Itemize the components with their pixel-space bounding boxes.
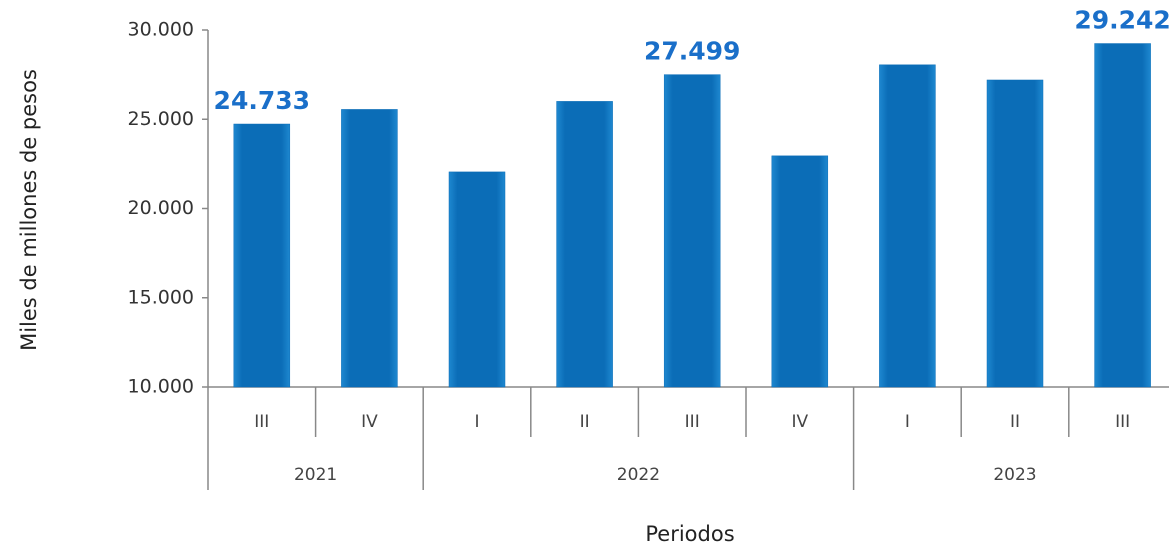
bar (771, 155, 829, 388)
bar (663, 74, 721, 388)
group-label: 2023 (993, 465, 1036, 485)
bar (341, 109, 398, 388)
value-label: 29.242 (1074, 6, 1169, 35)
bar (556, 101, 613, 388)
x-tick-label: III (254, 412, 269, 432)
y-tick-label: 15.000 (128, 286, 194, 308)
x-tick-label: II (1010, 412, 1020, 432)
y-tick-label: 20.000 (128, 197, 194, 219)
x-tick-label: I (905, 412, 910, 432)
value-label: 24.733 (214, 86, 310, 115)
bar (879, 64, 936, 388)
x-axis-title: Periodos (645, 522, 734, 546)
x-tick-label: IV (361, 412, 378, 432)
y-tick-label: 30.000 (128, 19, 194, 41)
bar (986, 79, 1044, 388)
y-axis-title: Miles de millones de pesos (17, 69, 41, 351)
x-tick-label: II (580, 412, 590, 432)
group-label: 2021 (294, 465, 337, 485)
x-tick-label: I (474, 412, 479, 432)
x-tick-label: III (685, 412, 700, 432)
y-tick-label: 10.000 (128, 376, 194, 398)
x-tick-label: III (1115, 412, 1130, 432)
bar (1094, 43, 1151, 388)
group-label: 2022 (617, 465, 660, 485)
x-tick-label: IV (791, 412, 808, 432)
y-tick-label: 25.000 (128, 108, 194, 130)
value-label: 27.499 (644, 37, 740, 66)
bar (233, 123, 291, 388)
bar (448, 171, 506, 388)
